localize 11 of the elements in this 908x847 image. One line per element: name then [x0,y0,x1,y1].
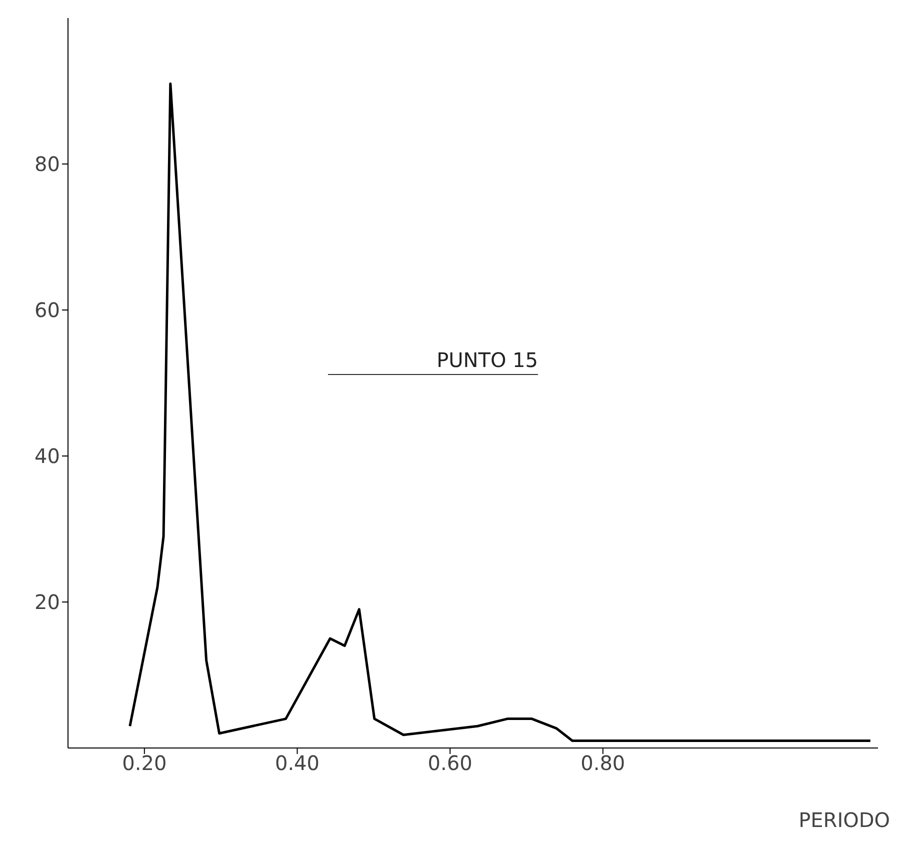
line-series [128,82,872,742]
x-tick-label: 0.60 [428,751,472,776]
y-tick-label: 60 [34,298,60,322]
y-tick-label: 20 [34,590,60,614]
x-tick-label: 0.20 [122,751,167,776]
y-tick-label: 80 [34,152,60,176]
x-axis-title: PERIODO [798,808,890,832]
x-tick-label: 0.40 [274,751,320,776]
annotation: PUNTO 15 [328,348,538,375]
x-tick-label: 0.80 [580,751,626,776]
y-tick-label: 40 [34,444,60,468]
